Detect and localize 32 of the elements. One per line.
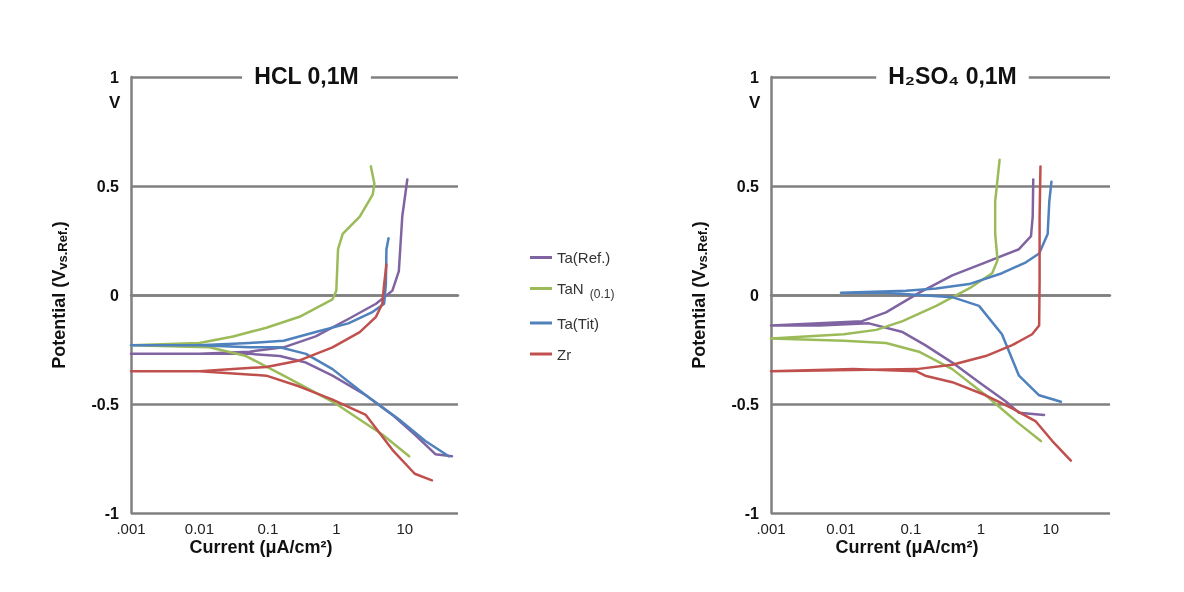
legend-label: Ta(Tit) bbox=[557, 314, 599, 332]
chart-title: HCL 0,1M bbox=[254, 62, 359, 89]
legend-label: Zr bbox=[557, 345, 572, 363]
chart-title: H₂SO₄ 0,1M bbox=[888, 62, 1017, 89]
y-axis-title: Potential (Vvs.Ref.) bbox=[48, 221, 70, 369]
y-tick-label: 0.5 bbox=[736, 177, 760, 195]
x-axis-title: Current (μA/cm²) bbox=[189, 537, 333, 557]
x-tick-label: 1 bbox=[332, 520, 341, 537]
y-tick-label: -0.5 bbox=[731, 395, 760, 413]
y-tick-label: 1 bbox=[110, 68, 120, 86]
y-tick-label: -1 bbox=[104, 504, 120, 522]
legend-label: TaN (0.1) bbox=[557, 280, 615, 301]
x-tick-label: .001 bbox=[756, 520, 786, 537]
text: V bbox=[749, 93, 761, 112]
y-tick-label: -1 bbox=[744, 504, 760, 522]
x-axis-title: Current (μA/cm²) bbox=[835, 537, 979, 557]
legend-label: Ta(Ref.) bbox=[557, 249, 611, 266]
x-tick-label: 10 bbox=[1042, 520, 1060, 537]
y-tick-label: -0.5 bbox=[91, 395, 120, 413]
text: V bbox=[109, 93, 121, 112]
x-tick-label: .001 bbox=[116, 520, 146, 537]
x-tick-label: 0.01 bbox=[826, 520, 856, 537]
y-tick-label: 0.5 bbox=[96, 177, 120, 195]
y-axis-title: Potential (Vvs.Ref.) bbox=[688, 221, 710, 369]
x-tick-label: 0.01 bbox=[184, 520, 215, 537]
y-tick-label: 0 bbox=[750, 286, 760, 304]
y-tick-label: 1 bbox=[750, 68, 760, 86]
x-tick-label: 1 bbox=[976, 520, 986, 537]
y-tick-label: 0 bbox=[110, 286, 120, 304]
x-tick-label: 0.1 bbox=[257, 520, 279, 537]
x-tick-label: 10 bbox=[396, 520, 414, 537]
x-tick-label: 0.1 bbox=[900, 520, 922, 537]
